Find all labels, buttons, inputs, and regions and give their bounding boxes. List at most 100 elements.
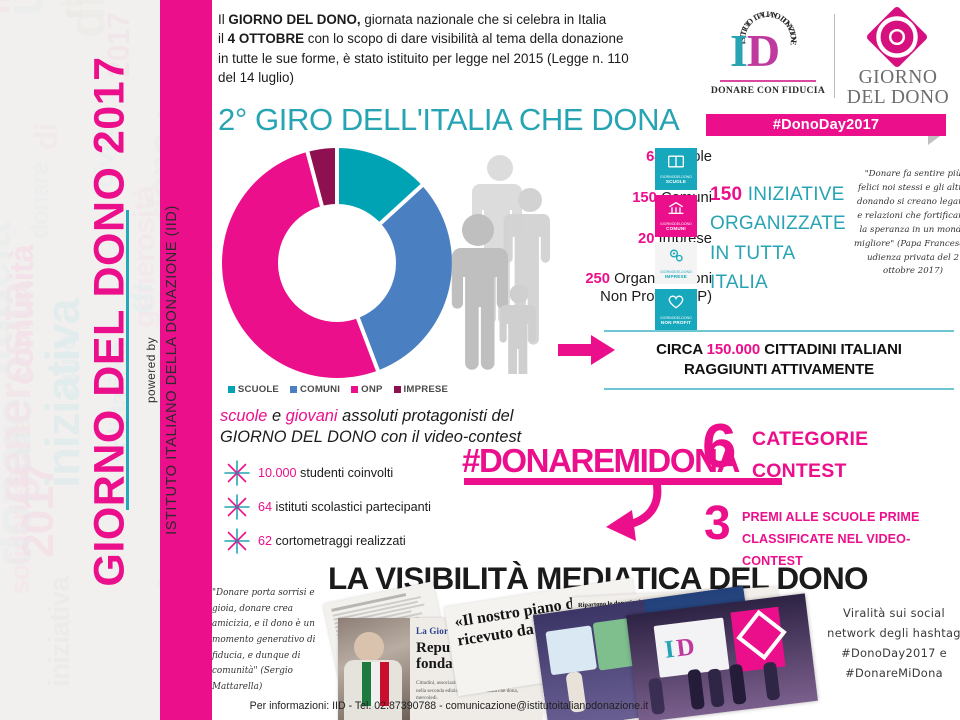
category-badge: GIORNODELDONO COMUNI <box>655 195 697 237</box>
badge-kicker: GIORNODELDONO <box>660 316 692 320</box>
bullet-text: 64 istituti scolastici partecipanti <box>258 500 431 514</box>
bullet-number: 64 <box>258 500 273 514</box>
clipping-kicker: La Giornata <box>416 626 466 636</box>
iniziative-word: INIZIATIVE <box>742 184 845 205</box>
book-icon <box>668 155 684 173</box>
gdd-line1: GIORNO <box>858 67 938 88</box>
iid-rule <box>720 80 816 82</box>
circa-banner: CIRCA 150.000 CITTADINI ITALIANI RAGGIUN… <box>604 340 954 380</box>
legend-swatch <box>227 386 235 393</box>
main-content: Il GIORNO DEL DONO, giornata nazionale c… <box>212 0 960 720</box>
sidebar-credit: powered by ISTITUTO ITALIANO DELLA DONAZ… <box>144 90 180 650</box>
poster-title-text: GIORNO DEL DONO 2017 <box>85 56 134 587</box>
categorie-count: 6 <box>702 412 737 481</box>
asterisk-icon <box>222 492 252 522</box>
hashtag-donaremidona: #DONAREMIDONA <box>462 442 740 479</box>
circa-line2: RAGGIUNTI ATTIVAMENTE <box>683 360 875 378</box>
teal-divider-rule <box>126 210 129 510</box>
bullet-row: 64 istituti scolastici partecipanti <box>222 490 512 524</box>
badge-label: NON PROFIT <box>660 320 692 325</box>
iid-letter-i: I <box>730 25 748 76</box>
iniziative-line2: ORGANIZZATE <box>710 213 846 235</box>
footer-contact: Per informazioni: IID - Tel. 02.87390788… <box>249 700 649 712</box>
legend-item: COMUNI <box>290 384 340 395</box>
badge-label: IMPRESE <box>664 273 688 279</box>
gdd-line2: DEL DONO <box>846 86 950 108</box>
people-silhouettes <box>448 152 578 379</box>
bullet-label: studenti coinvolti <box>296 466 394 480</box>
asterisk-icon <box>222 526 252 556</box>
badge-label: COMUNI <box>666 226 686 231</box>
premi-count: 3 <box>704 497 731 550</box>
video-contest-bullets: 10.000 studenti coinvolti 64 istituti sco… <box>222 456 512 558</box>
pink-accent-strip <box>160 0 212 720</box>
categorie-label: CATEGORIE CONTEST <box>752 424 868 487</box>
lead-highlight-giovani: giovani <box>285 407 338 425</box>
intro-line1-post: giornata nazionale che si celebra in Ita… <box>360 12 607 27</box>
iniziative-line1: 150 INIZIATIVE <box>710 180 850 209</box>
categorie-line2: CONTEST <box>752 459 847 482</box>
category-badge: GIORNODELDONO SCUOLE <box>655 148 697 190</box>
bullet-label: cortometraggi realizzati <box>272 534 406 548</box>
iid-letter-d: D <box>746 25 780 76</box>
gears-icon <box>668 248 684 268</box>
iniziative-block: 150 INIZIATIVE ORGANIZZATE IN TUTTA ITAL… <box>710 180 850 298</box>
clipping-photo-mattarella <box>338 618 410 720</box>
clipping-repubblica: La Giornata Repubblica fondata sul dono … <box>338 618 542 720</box>
iid-tagline: DONARE CON FIDUCIA <box>710 85 826 96</box>
bullet-text: 10.000 studenti coinvolti <box>258 466 393 480</box>
intro-line2-pre: il <box>218 31 228 47</box>
left-sidebar: donodi2017cartaufficialeiniziativacivile… <box>0 0 212 720</box>
intro-line1-pre: Il <box>218 12 229 27</box>
circa-post: CITTADINI ITALIANI <box>760 341 902 358</box>
lead-mid: e <box>267 407 286 425</box>
legend-label: COMUNI <box>300 384 341 395</box>
curved-arrow-icon <box>544 476 674 546</box>
quote-pope-francesco: "Donare fa sentire più felici noi stessi… <box>854 169 960 277</box>
legend-label: SCUOLE <box>237 384 280 395</box>
premi-line1: PREMI ALLE SCUOLE PRIME <box>742 510 920 524</box>
badge-kicker: GIORNODELDONO <box>660 269 692 274</box>
donut-separators <box>305 148 425 373</box>
asterisk-icon <box>222 458 252 488</box>
badge-kicker: GIORNODELDONO <box>660 174 692 179</box>
pink-arrow-icon <box>558 334 616 366</box>
intro-line2-bold: 4 OTTOBRE <box>227 31 305 47</box>
legend-swatch <box>393 386 401 393</box>
legend-item: ONP <box>351 384 382 395</box>
intro-line1-bold: GIORNO DEL DONO, <box>228 12 361 27</box>
lead-highlight-scuole: scuole <box>220 407 268 425</box>
premi-label: PREMI ALLE SCUOLE PRIME CLASSIFICATE NEL… <box>742 506 960 572</box>
iniziative-number: 150 <box>710 184 743 205</box>
hashtag-underline <box>464 478 782 485</box>
poster-title: GIORNO DEL DONO 2017 <box>85 0 134 672</box>
lead-rest: assoluti protagonisti del <box>337 407 514 425</box>
giorno-del-dono-logo: GIORNO DEL DONO <box>846 6 950 110</box>
ribbon-fold <box>928 136 940 145</box>
intro-line2-post: con lo scopo di dare visibilità al tema … <box>304 31 624 47</box>
video-contest-lead: scuole e giovani assoluti protagonisti d… <box>220 406 550 448</box>
bullet-number: 10.000 <box>258 466 297 480</box>
participants-donut-chart <box>222 148 452 378</box>
bullet-label: istituti scolastici partecipanti <box>272 500 431 514</box>
bullet-row: 10.000 studenti coinvolti <box>222 456 512 490</box>
intro-line4: del 14 luglio) <box>218 70 294 86</box>
circa-pre: CIRCA <box>656 341 707 358</box>
circa-rule-top <box>604 330 954 333</box>
premi-line2: CLASSIFICATE NEL VIDEO-CONTEST <box>742 532 911 569</box>
badge-kicker: GIORNODELDONO <box>660 222 692 226</box>
lead-line2: GIORNO DEL DONO con il video-contest <box>220 428 522 446</box>
legend-item: IMPRESE <box>393 384 449 395</box>
iid-monogram: ID <box>730 25 780 76</box>
viral-note: Viralità sui social network degli hashta… <box>827 606 960 680</box>
circa-rule-bottom <box>604 388 954 391</box>
quote-mattarella: "Donare porta sorrisi e gioia, donare cr… <box>212 588 316 692</box>
building-icon <box>668 201 684 220</box>
stat-number: 150 <box>632 189 657 206</box>
chart-legend: SCUOLE COMUNI ONP IMPRESE <box>218 384 458 395</box>
categorie-line1: CATEGORIE <box>752 428 869 450</box>
